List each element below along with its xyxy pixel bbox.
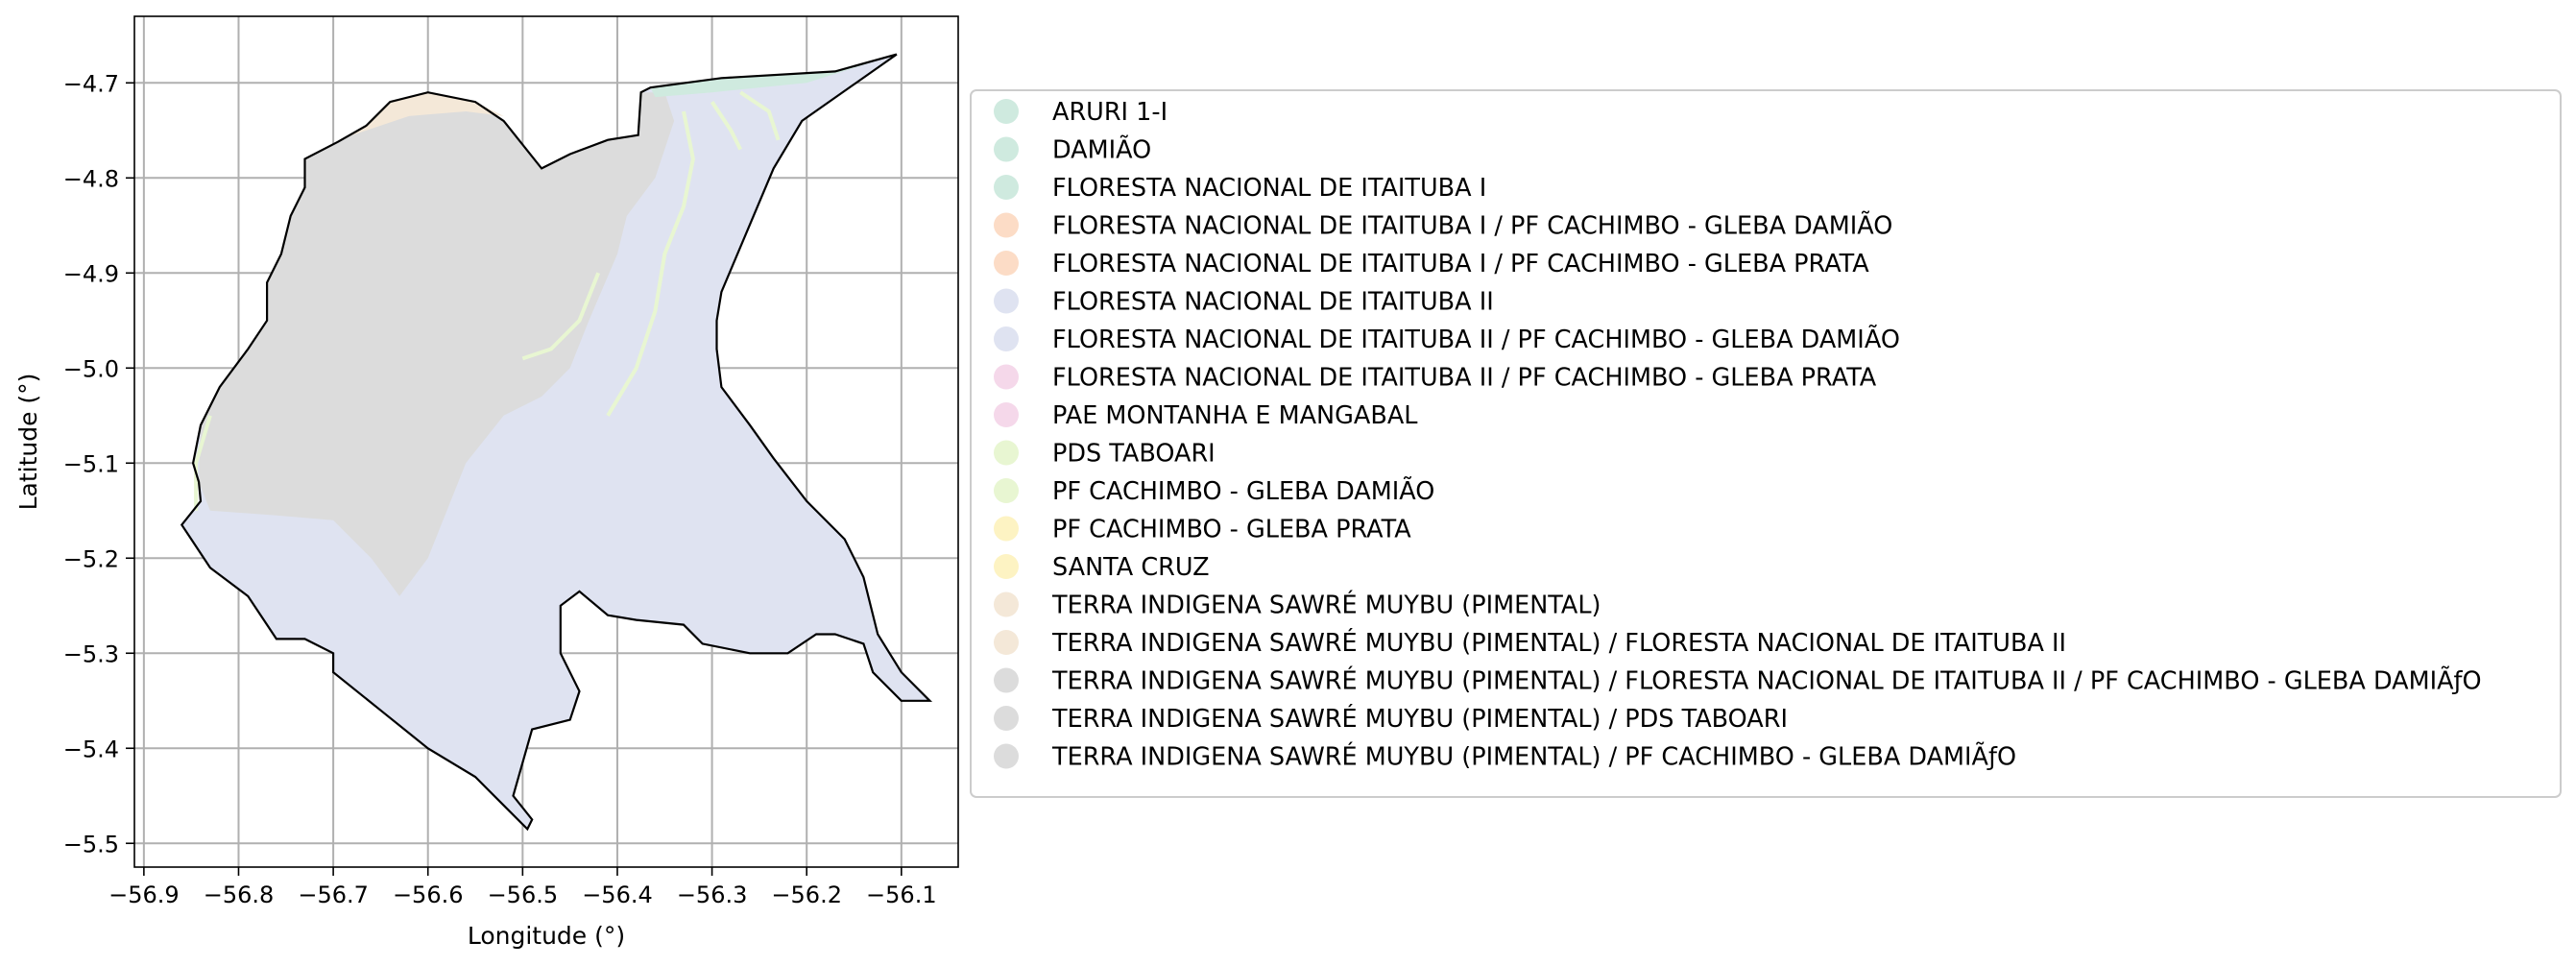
map-features <box>180 53 933 832</box>
river-line-4 <box>194 415 212 511</box>
legend-box <box>970 89 2562 798</box>
legend-label-0: ARURI 1-I <box>1052 98 1168 127</box>
legend-label-10: PF CACHIMBO - GLEBA DAMIÃO <box>1052 476 1434 506</box>
x-tick-label-0: −56.9 <box>108 881 180 908</box>
legend-label-7: FLORESTA NACIONAL DE ITAITUBA II / PF CA… <box>1052 364 1877 393</box>
legend-label-6: FLORESTA NACIONAL DE ITAITUBA II / PF CA… <box>1052 325 1900 354</box>
x-tick-label-7: −56.2 <box>771 881 842 908</box>
legend-marker-11 <box>994 516 1019 542</box>
river-line-3 <box>739 90 781 141</box>
legend-marker-13 <box>994 592 1019 617</box>
legend-marker-4 <box>994 251 1019 276</box>
legend-label-9: PDS TABOARI <box>1052 440 1216 469</box>
y-tick-label-8: −5.5 <box>63 831 119 857</box>
legend-marker-2 <box>994 175 1019 200</box>
legend-marker-1 <box>994 136 1019 162</box>
legend-marker-15 <box>994 667 1019 693</box>
legend-marker-7 <box>994 364 1019 390</box>
region-northwest-strip <box>338 92 504 142</box>
legend-marker-5 <box>994 288 1019 314</box>
legend-marker-6 <box>994 326 1019 351</box>
river-line-0 <box>606 110 695 417</box>
legend-marker-16 <box>994 706 1019 731</box>
region-terra-indigena-overlap <box>199 92 675 596</box>
legend-label-2: FLORESTA NACIONAL DE ITAITUBA I <box>1052 174 1486 203</box>
x-tick-label-6: −56.3 <box>677 881 748 908</box>
legend-label-11: PF CACHIMBO - GLEBA PRATA <box>1052 516 1411 544</box>
legend-label-12: SANTA CRUZ <box>1052 553 1210 582</box>
legend-label-5: FLORESTA NACIONAL DE ITAITUBA II <box>1052 288 1494 317</box>
y-tick-label-6: −5.3 <box>63 640 119 667</box>
legend-marker-0 <box>994 99 1019 124</box>
legend: ARURI 1-I DAMIÃO FLORESTA NACIONAL DE ITAI… <box>994 98 2482 772</box>
x-tick-label-2: −56.7 <box>298 881 369 908</box>
x-axis-ticks: −56.9 −56.8 −56.7 −56.6 −56.5 −56.4 −56.3 −56.2… <box>108 867 937 908</box>
y-tick-label-3: −5.0 <box>63 355 119 382</box>
river-line-1 <box>521 272 601 361</box>
y-tick-label-5: −5.2 <box>63 545 119 572</box>
legend-label-15: TERRA INDIGENA SAWRÉ MUYBU (PIMENTAL) / … <box>1051 666 2482 696</box>
y-axis-label: Latitude (°) <box>14 374 42 511</box>
legend-label-16: TERRA INDIGENA SAWRÉ MUYBU (PIMENTAL) / … <box>1051 705 1788 734</box>
y-tick-label-2: −4.9 <box>63 260 119 287</box>
legend-label-1: DAMIÃO <box>1052 135 1151 165</box>
legend-label-14: TERRA INDIGENA SAWRÉ MUYBU (PIMENTAL) / … <box>1051 629 2066 658</box>
y-tick-label-4: −5.1 <box>63 450 119 477</box>
legend-marker-17 <box>994 743 1019 769</box>
legend-marker-12 <box>994 554 1019 579</box>
legend-marker-10 <box>994 478 1019 503</box>
y-tick-label-0: −4.7 <box>63 70 119 97</box>
y-axis-ticks: −4.7 −4.8 −4.9 −5.0 −5.1 −5.2 −5.3 −5.4 −5.5 <box>63 70 134 857</box>
y-tick-label-7: −5.4 <box>63 736 119 762</box>
legend-label-17: TERRA INDIGENA SAWRÉ MUYBU (PIMENTAL) / … <box>1051 742 2016 772</box>
x-tick-label-3: −56.6 <box>393 881 464 908</box>
legend-label-13: TERRA INDIGENA SAWRÉ MUYBU (PIMENTAL) <box>1051 592 1601 620</box>
x-tick-label-5: −56.4 <box>582 881 653 908</box>
x-axis-label: Longitude (°) <box>468 922 625 950</box>
x-tick-label-1: −56.8 <box>204 881 275 908</box>
legend-marker-8 <box>994 402 1019 427</box>
legend-marker-14 <box>994 630 1019 655</box>
legend-label-8: PAE MONTANHA E MANGABAL <box>1052 401 1418 430</box>
x-tick-label-4: −56.5 <box>488 881 559 908</box>
x-tick-label-8: −56.1 <box>866 881 937 908</box>
y-tick-label-1: −4.8 <box>63 165 119 192</box>
river-network <box>194 90 781 511</box>
legend-marker-3 <box>994 212 1019 238</box>
axes-frame <box>133 15 959 868</box>
legend-marker-9 <box>994 440 1019 466</box>
legend-label-4: FLORESTA NACIONAL DE ITAITUBA I / PF CAC… <box>1052 250 1869 278</box>
river-line-2 <box>710 100 742 151</box>
legend-label-3: FLORESTA NACIONAL DE ITAITUBA I / PF CAC… <box>1052 211 1892 241</box>
boundary-outline <box>180 53 933 832</box>
